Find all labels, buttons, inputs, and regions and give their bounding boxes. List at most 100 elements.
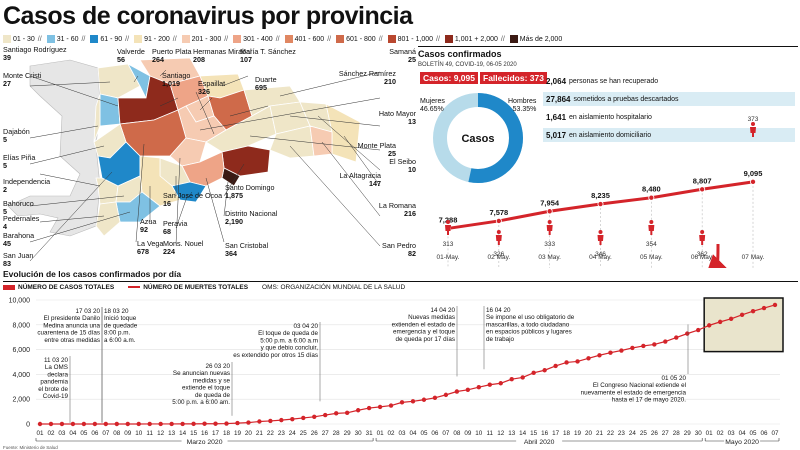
legend-label: 401 - 600 — [294, 35, 325, 43]
annotation-text: Medina anuncia una — [43, 322, 100, 329]
province-value: 678 — [137, 247, 149, 256]
legend-item: Más de 2,000 — [509, 35, 562, 43]
evolution-point — [476, 385, 482, 390]
province-value: 16 — [163, 199, 171, 208]
province-value: 27 — [3, 79, 11, 88]
x-tick-label: 03 — [399, 430, 407, 437]
x-tick-label: 01 — [706, 430, 714, 437]
evolution-point — [37, 421, 43, 427]
evolution-point — [542, 368, 547, 373]
legend-label: 201 - 300 — [191, 35, 222, 43]
x-tick-label: 06 — [91, 430, 99, 437]
x-tick-label: 19 — [234, 430, 242, 437]
province-value: 25 — [408, 55, 416, 64]
deaths-label: 333 — [544, 241, 555, 248]
annotation-text: extiende el toque — [182, 385, 230, 392]
evolution-point — [487, 382, 492, 387]
cases-point — [699, 186, 706, 193]
bulletin-label: BOLETÍN 49, COVID-19, 06-05 2020 — [418, 62, 517, 68]
evolution-point — [421, 397, 427, 402]
province-value: 2 — [3, 185, 7, 194]
province-value: 224 — [163, 247, 175, 256]
map-label: Espaillat 326 — [198, 80, 225, 96]
legend-swatch — [134, 35, 143, 43]
province-name: Espaillat — [198, 79, 226, 88]
evolution-point — [619, 348, 624, 353]
x-tick-label: 28 — [333, 430, 341, 437]
annotation-text: de queda por 17 días — [395, 336, 455, 343]
evolution-point — [180, 421, 185, 427]
map-label: La Vega 678 — [137, 240, 163, 256]
map-svg — [7, 57, 381, 262]
month-label: Mayo 2020 — [725, 439, 759, 446]
province-name: Bahoruco — [3, 199, 34, 208]
map-label: Independencia 2 — [3, 178, 50, 194]
evolution-point — [257, 419, 262, 424]
evolution-point — [750, 309, 756, 314]
date-label: 04 May. — [589, 254, 612, 261]
evolution-point — [235, 420, 240, 426]
cases-label: 9,095 — [744, 169, 763, 178]
x-tick-label: 22 — [267, 430, 275, 437]
x-tick-label: 06 — [431, 430, 439, 437]
person-body — [495, 235, 502, 245]
date-label: 06 May. — [691, 254, 714, 261]
province-value: 695 — [255, 83, 267, 92]
annotation-date: 03 04 20 — [293, 323, 318, 330]
province-name: María T. Sánchez — [240, 47, 296, 56]
month-label: Marzo 2020 — [187, 439, 223, 446]
map-label: Monte Cristi 27 — [3, 72, 41, 88]
map-label: Sánchez Ramírez 210 — [320, 70, 396, 86]
province-name: Peravia — [163, 219, 188, 228]
person-body — [546, 225, 553, 235]
stat-value: 27,864 — [546, 94, 571, 104]
province-value: 83 — [3, 259, 11, 268]
y-tick-label: 0 — [26, 422, 30, 429]
evolution-point — [191, 421, 196, 427]
annotation-text: extienden el estado de — [392, 321, 456, 328]
cases-label: 8,807 — [693, 176, 712, 185]
highlight-arrow — [704, 243, 730, 268]
annotation-text: Nuevas medidas — [408, 314, 455, 321]
annotation-text: medidas y se — [193, 377, 231, 384]
province-name: Duarte — [255, 75, 277, 84]
x-tick-label: 18 — [223, 430, 231, 437]
stat-text: en aislamiento hospitalario — [569, 113, 652, 121]
x-tick-label: 20 — [245, 430, 253, 437]
legend-label: 91 - 200 — [144, 35, 170, 43]
stat-row: 2,064 personas se han recuperado — [543, 74, 795, 88]
evolution-point — [564, 360, 569, 365]
x-tick-label: 08 — [113, 430, 121, 437]
annotation-date: 11 03 20 — [44, 357, 69, 364]
province-name: Santo Domingo — [225, 183, 275, 192]
province-name: Samaná — [389, 47, 416, 56]
province-name: Valverde — [117, 47, 145, 56]
evolution-title: Evolución de los casos confirmados por d… — [3, 269, 182, 279]
annotation-text: de trabajo — [486, 336, 515, 343]
person-icon — [495, 230, 502, 245]
cases-label: 7,954 — [540, 198, 560, 207]
province-name: Sánchez Ramírez — [338, 69, 396, 78]
annotation-date: 16 04 20 — [486, 307, 511, 314]
month-label-bg — [724, 437, 761, 445]
month-label-bg — [516, 437, 563, 445]
x-tick-label: 23 — [278, 430, 286, 437]
evolution-point — [454, 389, 460, 394]
x-tick-label: 25 — [640, 430, 648, 437]
cases-heading: Casos confirmados — [418, 46, 798, 59]
province-value: 147 — [369, 179, 381, 188]
map-label: Barahona 45 — [3, 232, 34, 248]
legend-swatch — [181, 35, 190, 43]
x-tick-label: 02 — [47, 430, 55, 437]
map-label: Mons. Nouel 224 — [163, 240, 203, 256]
province-name: San Juan — [3, 251, 34, 260]
stat-row: 1,641 en aislamiento hospitalario — [543, 110, 795, 124]
map-label: Duarte 695 — [255, 76, 277, 92]
evolution-point — [597, 353, 602, 358]
